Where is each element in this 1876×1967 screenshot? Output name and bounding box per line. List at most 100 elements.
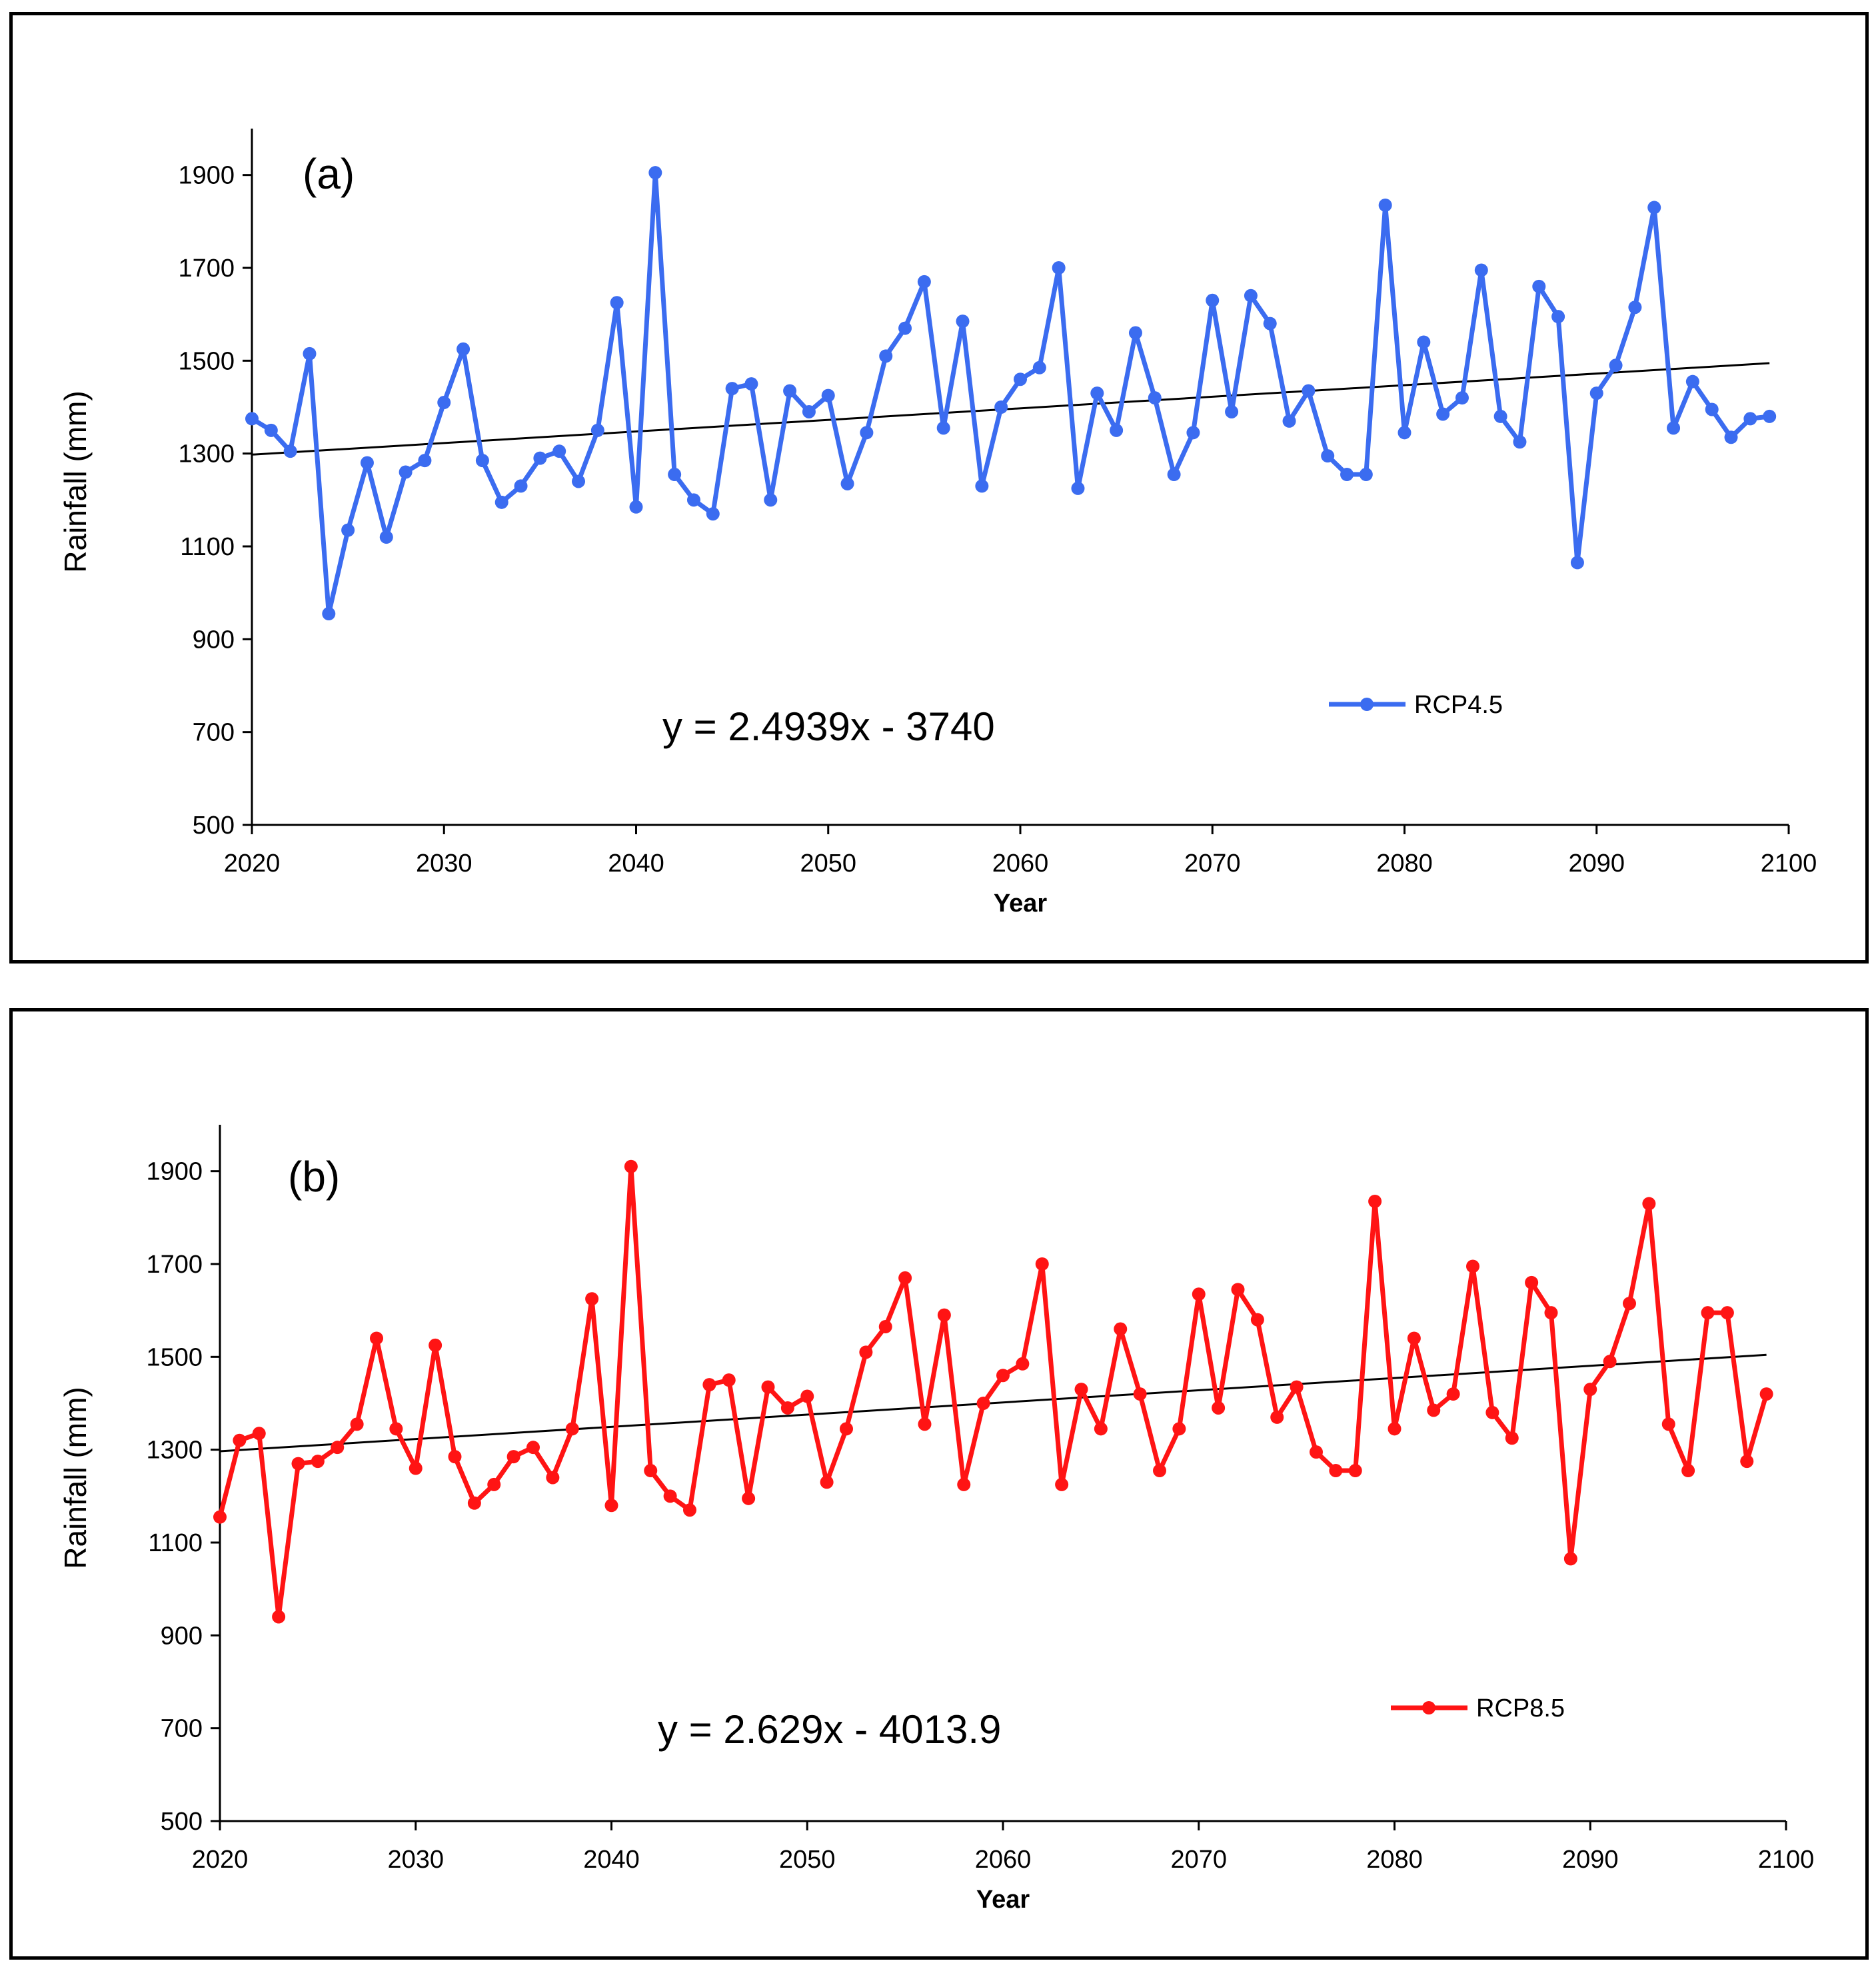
chart-b-x-axis-title: Year (976, 1886, 1030, 1914)
chart-a-y-tick-label: 1900 (178, 162, 235, 190)
chart-b-x-tick-label: 2070 (1170, 1846, 1227, 1874)
chart-b-x-tick-label: 2050 (779, 1846, 836, 1874)
chart-b-data-point (1133, 1387, 1147, 1401)
chart-a-x-tick-label: 2060 (992, 850, 1049, 878)
chart-b-data-point (1407, 1331, 1421, 1345)
chart-b-y-tick-label: 1100 (148, 1529, 203, 1557)
chart-a-data-point (994, 400, 1008, 414)
chart-b-trend-equation: y = 2.629x - 4013.9 (658, 1707, 1001, 1752)
chart-b-data-point (487, 1477, 501, 1491)
chart-b-data-point (1231, 1283, 1245, 1297)
chart-a-data-point (840, 476, 854, 490)
chart-a-data-point (379, 530, 393, 544)
chart-b-data-point (409, 1461, 423, 1475)
chart-a-data-point (283, 444, 297, 458)
chart-a-x-tick-label: 2040 (608, 850, 664, 878)
chart-b-trendline (219, 1353, 1767, 1453)
chart-a-x-tick-label: 2080 (1376, 850, 1433, 878)
chart-a-data-point (1071, 481, 1085, 495)
chart-a-data-point (303, 346, 317, 360)
chart-a-data-point (917, 275, 931, 289)
chart-b-data-point (820, 1475, 834, 1489)
chart-b-data-point (1270, 1410, 1284, 1424)
chart-b-data-point (1094, 1422, 1108, 1436)
chart-b-data-point (604, 1499, 618, 1513)
chart-a-data-point (1148, 391, 1162, 405)
chart-b-data-point (937, 1308, 951, 1322)
chart-b-y-tick-label: 1900 (146, 1158, 203, 1186)
chart-b-x-tick-label: 2020 (192, 1846, 249, 1874)
chart-b-data-point (291, 1457, 305, 1471)
chart-a-data-point (494, 495, 508, 509)
chart-a-y-tick-label: 1500 (178, 347, 235, 375)
chart-b-data-point (1505, 1431, 1519, 1445)
chart-a-x-tick-label: 2090 (1568, 850, 1625, 878)
chart-a-data-point (418, 454, 432, 468)
chart-a-data-point (1110, 423, 1124, 437)
chart-a-data-point (264, 423, 278, 437)
chart-b-data-point (1035, 1257, 1049, 1271)
chart-b-data-point (1466, 1259, 1479, 1273)
chart-b-data-point (1055, 1477, 1069, 1491)
chart-a-data-point (1128, 326, 1142, 340)
chart-a-data-point (1244, 289, 1258, 303)
chart-a-y-tick-label: 500 (193, 812, 235, 840)
chart-a-data-point (975, 479, 989, 493)
chart-b-data-point (1388, 1422, 1402, 1436)
chart-a-data-point (1474, 263, 1488, 277)
chart-a-y-tick-label: 1100 (180, 533, 235, 561)
chart-b-data-point (1114, 1322, 1128, 1336)
chart-a-data-point (629, 500, 643, 514)
chart-a-data-point (399, 465, 413, 479)
chart-b-data-point (546, 1471, 560, 1485)
chart-b-data-point (311, 1455, 325, 1469)
chart-a-data-point (764, 493, 778, 507)
chart-a-data-point (475, 454, 489, 468)
chart-b-x-tick-label: 2030 (387, 1846, 444, 1874)
chart-a-data-point (1225, 404, 1239, 418)
chart-b-data-point (233, 1433, 247, 1447)
chart-a-data-point (783, 384, 797, 398)
chart-a-data-point (1763, 409, 1777, 423)
chart-a-data-point (1513, 435, 1527, 449)
chart-b-data-point (1446, 1387, 1460, 1401)
chart-a-data-point (322, 607, 336, 621)
chart-a-data-point (668, 468, 682, 482)
chart-b-data-point (1661, 1417, 1675, 1431)
chart-b-data-point (350, 1417, 364, 1431)
chart-b-legend-marker (1422, 1701, 1435, 1714)
chart-a-data-point (1186, 426, 1200, 440)
chart-a-data-point (457, 342, 470, 356)
chart-b-data-point (565, 1422, 579, 1436)
chart-b-data-point (1701, 1306, 1715, 1320)
chart-a-data-point (648, 166, 662, 180)
chart-a-data-point (1667, 421, 1681, 435)
chart-a-data-point (706, 507, 720, 521)
chart-b-data-point (1485, 1405, 1499, 1419)
chart-a-data-point (1455, 391, 1469, 405)
chart-a-x-tick-label: 2020 (224, 850, 281, 878)
chart-b-data-point (722, 1373, 736, 1387)
chart-a-data-point (1705, 402, 1719, 416)
chart-b-data-point (272, 1610, 286, 1624)
chart-b-data-point (1642, 1197, 1656, 1211)
chart-a-data-point (1302, 384, 1316, 398)
chart-b-data-point (1016, 1357, 1030, 1371)
chart-a-y-tick-label: 700 (193, 719, 235, 747)
chart-a-x-tick-label: 2030 (416, 850, 472, 878)
chart-a-data-point (514, 479, 528, 493)
chart-b-data-point (467, 1496, 481, 1510)
chart-b-data-point (1153, 1464, 1166, 1478)
chart-a-y-tick-label: 900 (193, 626, 235, 654)
chart-panel-b: 500 700 900 1100 1300 1500 1700 1900 2020 2030 204… (9, 1008, 1869, 1960)
chart-a-legend-marker (1360, 698, 1374, 711)
chart-a-data-point (1570, 556, 1584, 570)
chart-b-data-point (370, 1331, 383, 1345)
chart-a-data-point (879, 349, 893, 363)
chart-b-data-point (898, 1271, 912, 1285)
chart-b-data-point (644, 1464, 658, 1478)
chart-a-data-point (610, 296, 624, 310)
chart-b-data-point (1212, 1401, 1226, 1415)
chart-b-data-point (1290, 1380, 1304, 1394)
chart-a-data-point (936, 421, 950, 435)
